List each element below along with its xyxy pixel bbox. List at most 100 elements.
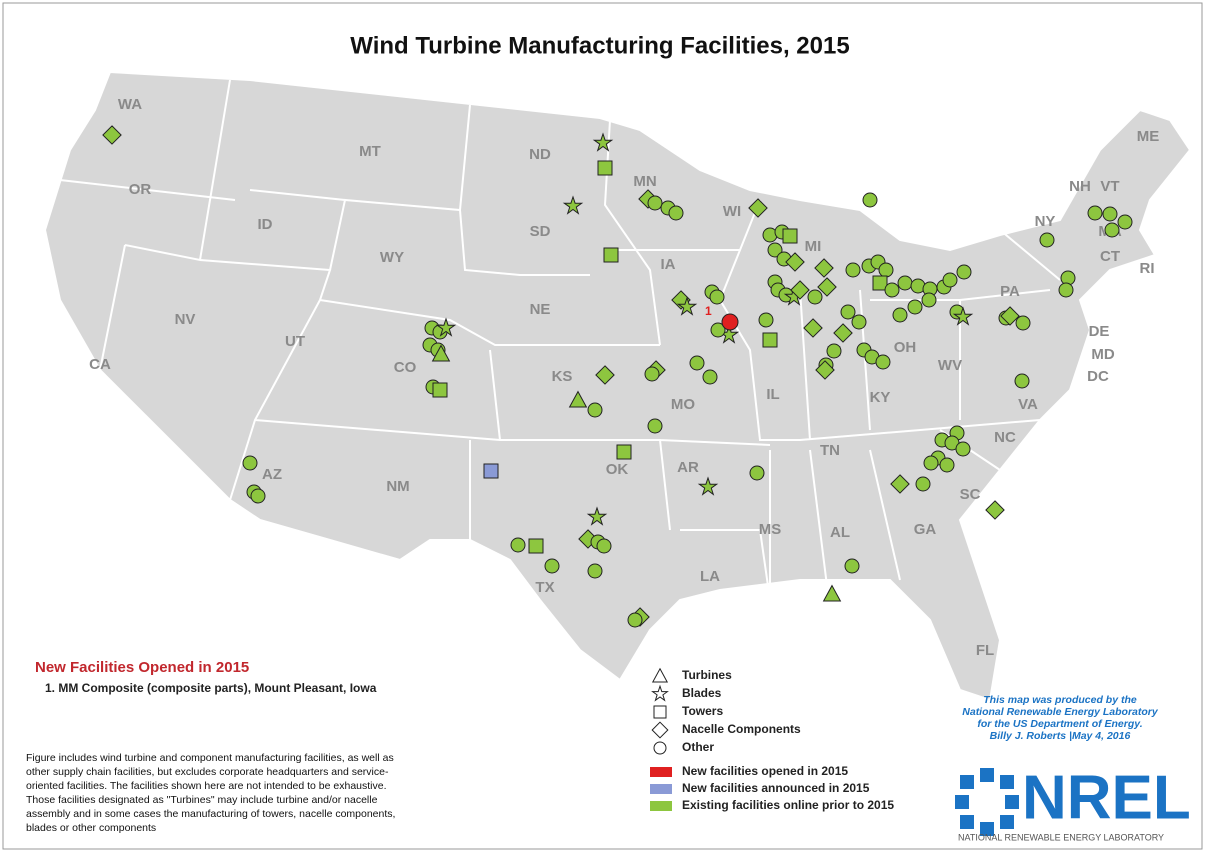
- facility-marker: [814, 258, 834, 278]
- facility-marker: [1104, 222, 1120, 238]
- state-label: DE: [1089, 323, 1110, 340]
- state-label: CA: [89, 356, 111, 373]
- state-label: OK: [606, 461, 629, 478]
- state-label: WI: [723, 203, 741, 220]
- facility-marker: [592, 132, 614, 152]
- state-label: MN: [633, 173, 656, 190]
- facility-marker: [807, 289, 823, 305]
- state-label: MO: [671, 396, 695, 413]
- facility-marker: [952, 306, 974, 326]
- facility-marker: [767, 242, 783, 258]
- legend-symbol: [653, 741, 667, 755]
- facility-marker: [844, 558, 860, 574]
- state-label: TX: [535, 579, 554, 596]
- state-label: WY: [380, 249, 404, 266]
- title: Wind Turbine Manufacturing Facilities, 2…: [350, 32, 849, 59]
- legend-swatch: [650, 784, 672, 794]
- facility-marker: [432, 382, 448, 398]
- legend-symbol: [651, 667, 669, 683]
- facility-marker: [644, 366, 660, 382]
- state-label: NM: [386, 478, 409, 495]
- facility-marker: [878, 262, 894, 278]
- note-line: other supply chain facilities, but exclu…: [26, 766, 389, 778]
- note-line: Those facilities designated as "Turbines…: [26, 794, 378, 806]
- state-label: KS: [552, 368, 573, 385]
- facility-marker: [603, 247, 619, 263]
- state-label: SD: [530, 223, 551, 240]
- facility-marker: [942, 272, 958, 288]
- legend-swatch: [650, 767, 672, 777]
- logo-name: NREL: [1022, 763, 1191, 832]
- facility-marker: [815, 360, 835, 380]
- facility-marker: [862, 192, 878, 208]
- legend-label: Towers: [682, 704, 723, 718]
- facility-marker: [939, 457, 955, 473]
- facility-marker: [647, 195, 663, 211]
- logo-mark: [955, 768, 1019, 836]
- legend-label: Nacelle Components: [682, 722, 801, 736]
- state-label: NE: [530, 301, 551, 318]
- state-label: CO: [394, 359, 417, 376]
- credit-line: for the US Department of Energy.: [977, 718, 1142, 730]
- facility-marker: [1015, 315, 1031, 331]
- us-outline: [43, 70, 1192, 702]
- facility-marker: [627, 612, 643, 628]
- facility-marker: [749, 465, 765, 481]
- legend-label: Blades: [682, 686, 722, 700]
- facility-marker: [833, 323, 853, 343]
- facility-marker: [587, 563, 603, 579]
- facility-marker: [892, 307, 908, 323]
- facility-marker: [897, 275, 913, 291]
- facility-marker: [762, 332, 778, 348]
- facility-marker: [840, 304, 856, 320]
- facility-marker: [875, 354, 891, 370]
- facility-marker: [596, 538, 612, 554]
- facility-marker: [758, 312, 774, 328]
- note-line: blades or other components: [26, 822, 156, 834]
- legend-label: Turbines: [682, 668, 732, 682]
- facility-marker: [845, 262, 861, 278]
- legend-symbol: [651, 684, 669, 702]
- state-label: NH: [1069, 178, 1091, 195]
- facility-marker: [431, 344, 451, 362]
- facility-marker: [597, 160, 613, 176]
- facility-marker: [1039, 232, 1055, 248]
- state-label: NV: [175, 311, 196, 328]
- legend-symbol: [651, 721, 669, 739]
- facility-marker: [822, 584, 842, 602]
- state-label: DC: [1087, 368, 1109, 385]
- facility-marker: [510, 537, 526, 553]
- facility-marker: [826, 343, 842, 359]
- legend-swatch: [650, 801, 672, 811]
- facility-marker: [689, 355, 705, 371]
- facility-marker: [956, 264, 972, 280]
- facility-marker: [562, 195, 584, 215]
- facility-marker: [817, 277, 837, 297]
- note-line: oriented facilities. The facilities show…: [26, 780, 387, 792]
- state-label: KY: [870, 389, 891, 406]
- facility-marker: [851, 314, 867, 330]
- state-label: ND: [529, 146, 551, 163]
- credit-line: National Renewable Energy Laboratory: [962, 706, 1159, 718]
- legend-label: New facilities opened in 2015: [682, 764, 848, 778]
- facility-marker: [923, 455, 939, 471]
- state-borders: [59, 79, 1061, 611]
- facility-marker: [884, 282, 900, 298]
- note-line: Figure includes wind turbine and compone…: [26, 752, 394, 764]
- facility-marker: [872, 275, 888, 291]
- facility-marker: [676, 296, 698, 316]
- logo-subtitle: NATIONAL RENEWABLE ENERGY LABORATORY: [958, 832, 1164, 842]
- facility-marker: [955, 441, 971, 457]
- state-label: LA: [700, 568, 720, 585]
- state-label: PA: [1000, 283, 1020, 300]
- state-label: VT: [1100, 178, 1119, 195]
- state-label: IL: [766, 386, 779, 403]
- facility-marker: [102, 125, 122, 145]
- state-label: GA: [914, 521, 937, 538]
- facility-marker: [435, 317, 457, 337]
- callout: 1: [705, 304, 712, 318]
- new-facility-marker: [721, 313, 739, 331]
- facility-marker: [803, 318, 823, 338]
- state-label: OH: [894, 339, 917, 356]
